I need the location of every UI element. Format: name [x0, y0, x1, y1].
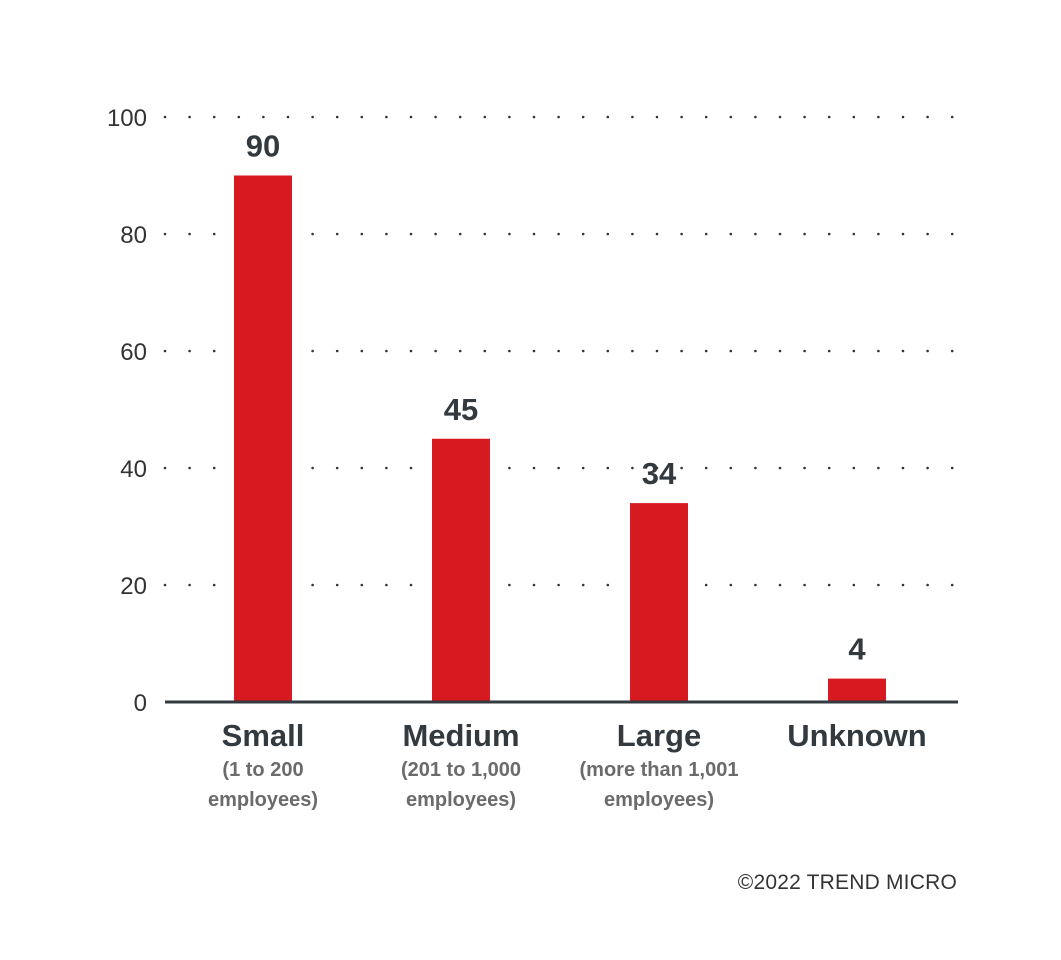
- x-category-sublabel: (201 to 1,000: [401, 759, 521, 781]
- x-category-label: Unknown: [787, 718, 927, 753]
- x-category-sublabel: (1 to 200: [222, 759, 303, 781]
- x-category-label: Medium: [402, 718, 519, 753]
- y-tick-label: 80: [120, 222, 147, 249]
- y-tick-label: 20: [120, 573, 147, 600]
- bar: [234, 175, 292, 702]
- bar: [828, 678, 886, 702]
- x-category-sublabel: employees): [208, 789, 318, 811]
- bar: [432, 438, 490, 702]
- data-label: 90: [246, 129, 280, 164]
- y-tick-label: 40: [120, 456, 147, 483]
- copyright-text: ©2022 TREND MICRO: [737, 871, 957, 894]
- y-tick-label: 100: [107, 105, 147, 132]
- y-tick-label: 60: [120, 339, 147, 366]
- x-category-label: Small: [222, 718, 305, 753]
- data-label: 4: [848, 632, 866, 667]
- x-category-label: Large: [617, 718, 701, 753]
- y-tick-label: 0: [134, 690, 147, 717]
- bar: [630, 503, 688, 702]
- data-label: 45: [444, 392, 478, 427]
- x-category-sublabel: (more than 1,001: [580, 759, 739, 781]
- x-category-sublabel: employees): [406, 789, 516, 811]
- data-label: 34: [642, 456, 677, 491]
- x-category-sublabel: employees): [604, 789, 714, 811]
